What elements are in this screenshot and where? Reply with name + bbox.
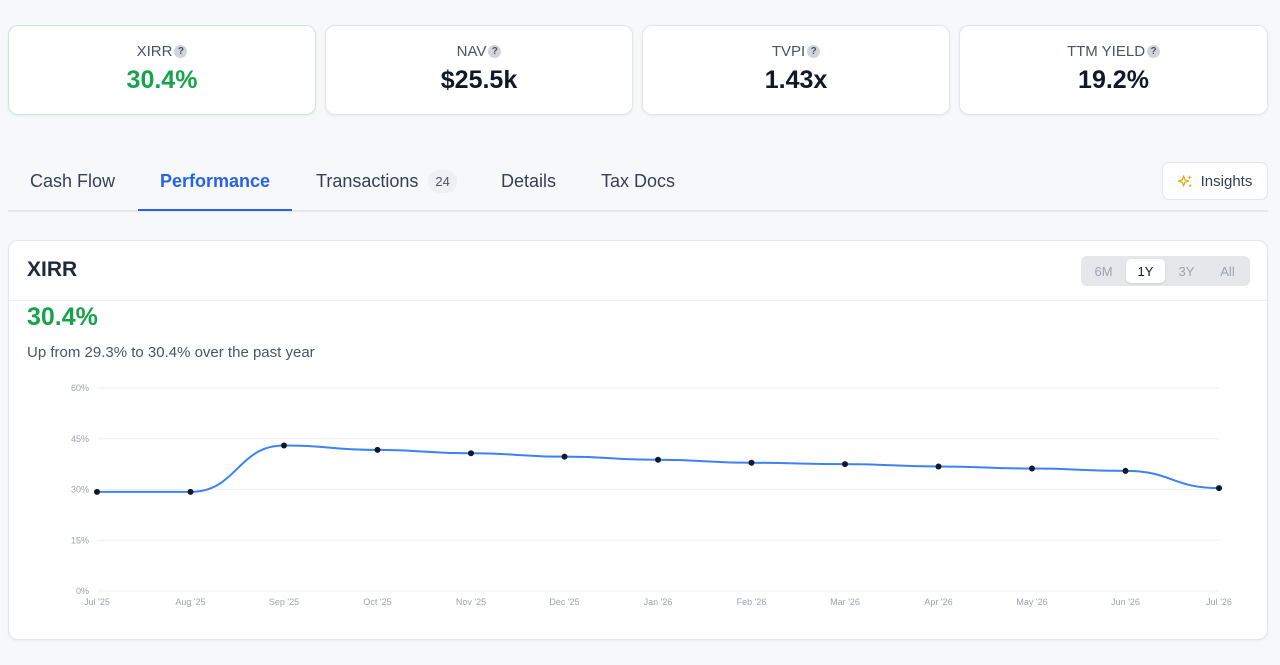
y-tick-label: 45% <box>71 434 89 444</box>
data-point[interactable] <box>1216 485 1222 492</box>
transactions-count-badge: 24 <box>428 169 457 193</box>
x-tick-label: Aug '25 <box>175 597 205 607</box>
tab-cash-flow[interactable]: Cash Flow <box>30 150 115 212</box>
range-1y-button[interactable]: 1Y <box>1126 259 1165 283</box>
x-tick-label: Feb '26 <box>737 597 767 607</box>
panel-title: XIRR <box>27 258 78 281</box>
y-tick-label: 0% <box>76 586 89 596</box>
range-all-button[interactable]: All <box>1220 263 1235 279</box>
data-point[interactable] <box>281 442 287 449</box>
tab-label: Transactions <box>316 170 419 191</box>
xirr-change-description: Up from 29.3% to 30.4% over the past yea… <box>27 344 315 361</box>
tab-label: Details <box>501 170 557 191</box>
tab-bar: Cash Flow Performance Transactions 24 Det… <box>8 150 1268 212</box>
stat-label: TTM YIELD? <box>960 43 1267 60</box>
tab-performance[interactable]: Performance <box>160 150 270 212</box>
x-tick-label: Jan '26 <box>644 597 673 607</box>
help-icon[interactable]: ? <box>1147 45 1161 58</box>
stat-label-text: TVPI <box>771 43 806 60</box>
x-tick-label: Oct '25 <box>363 597 391 607</box>
help-icon[interactable]: ? <box>807 45 821 58</box>
stat-card-nav: NAV? $25.5k <box>325 25 633 115</box>
y-tick-label: 60% <box>71 383 89 393</box>
data-point[interactable] <box>561 453 568 460</box>
data-point[interactable] <box>842 461 848 468</box>
tab-label: Tax Docs <box>601 170 676 191</box>
sparkle-icon <box>1177 174 1192 187</box>
data-point[interactable] <box>1122 467 1129 474</box>
active-tab-indicator <box>138 209 292 211</box>
y-tick-label: 30% <box>71 485 89 495</box>
data-point[interactable] <box>1029 465 1035 472</box>
x-tick-label: Apr '26 <box>924 597 952 607</box>
tab-label: Performance <box>160 170 271 191</box>
stat-label: TVPI? <box>643 43 949 60</box>
x-tick-label: Jun '26 <box>1111 597 1140 607</box>
stat-card-tvpi: TVPI? 1.43x <box>642 25 950 115</box>
xirr-panel: XIRR 6M 1Y 3Y All 30.4% Up from 29.3% to… <box>8 240 1268 640</box>
data-point[interactable] <box>374 446 381 453</box>
stat-card-xirr: XIRR? 30.4% <box>8 25 316 115</box>
x-tick-label: Sep '25 <box>269 597 299 607</box>
tab-label: Cash Flow <box>30 170 116 191</box>
help-icon[interactable]: ? <box>488 45 502 58</box>
insights-button[interactable]: Insights <box>1162 162 1268 200</box>
xirr-series-line <box>96 444 1220 493</box>
data-point[interactable] <box>94 488 100 495</box>
x-tick-label: Mar '26 <box>830 597 860 607</box>
data-point[interactable] <box>655 456 661 463</box>
insights-label: Insights <box>1200 172 1253 190</box>
range-3y-button[interactable]: 3Y <box>1178 263 1195 279</box>
help-icon[interactable]: ? <box>174 45 188 58</box>
stat-value-nav: $25.5k <box>440 66 518 94</box>
xirr-current-value: 30.4% <box>27 303 98 331</box>
y-tick-label: 15% <box>71 535 89 545</box>
stat-value-xirr: 30.4% <box>126 66 198 94</box>
tab-tax-docs[interactable]: Tax Docs <box>601 150 675 212</box>
data-point[interactable] <box>748 459 755 466</box>
range-6m-button[interactable]: 6M <box>1094 263 1113 279</box>
stat-label-text: XIRR <box>136 43 173 60</box>
tab-transactions[interactable]: Transactions 24 <box>316 150 457 212</box>
stat-value-ttm-yield: 19.2% <box>1078 66 1149 94</box>
stat-label: XIRR? <box>9 43 315 60</box>
data-point[interactable] <box>935 463 942 470</box>
stat-label-text: TTM YIELD <box>1066 43 1146 60</box>
stat-label: NAV? <box>326 43 632 60</box>
stat-card-ttm-yield: TTM YIELD? 19.2% <box>959 25 1268 115</box>
panel-header: XIRR 6M 1Y 3Y All <box>9 241 1267 301</box>
stat-label-text: NAV <box>456 43 487 60</box>
xirr-line-chart: 0% 15% 30% 45% 60% Jul '25 Aug '25 Sep '25 Oct '… <box>71 383 1232 607</box>
x-tick-label: Dec '25 <box>549 597 579 607</box>
x-tick-label: Nov '25 <box>456 597 486 607</box>
data-point[interactable] <box>187 488 194 495</box>
tab-details[interactable]: Details <box>501 150 556 212</box>
x-tick-label: May '26 <box>1016 597 1047 607</box>
x-tick-label: Jul '25 <box>84 597 110 607</box>
stat-value-tvpi: 1.43x <box>764 66 828 94</box>
x-tick-label: Jul '26 <box>1206 597 1232 607</box>
range-toggle: 6M 1Y 3Y All <box>1081 256 1250 286</box>
data-point[interactable] <box>468 450 474 457</box>
